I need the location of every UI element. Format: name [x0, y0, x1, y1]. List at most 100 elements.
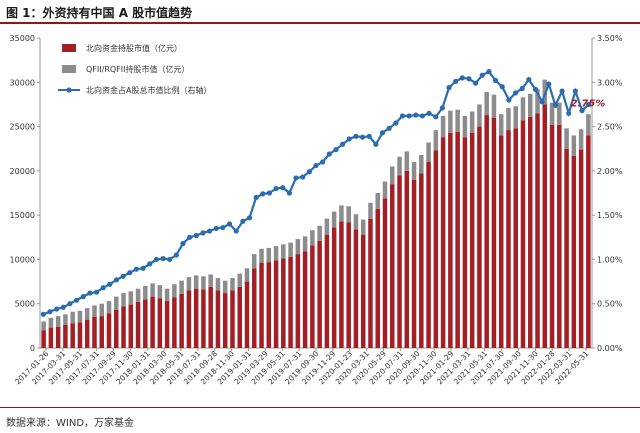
bar-northbound	[244, 281, 250, 348]
bar-qfii	[222, 280, 228, 294]
y-tick-label: 30000	[10, 78, 35, 87]
bar-northbound	[201, 289, 206, 348]
ratio-point	[233, 228, 239, 234]
ratio-point	[333, 147, 339, 153]
legend-label: 北向资金持股市值（亿元）	[86, 43, 182, 53]
bar-northbound	[237, 286, 242, 348]
ratio-point	[473, 80, 479, 86]
bar-northbound	[419, 173, 424, 348]
ratio-point	[340, 141, 346, 147]
bar-northbound	[390, 184, 395, 348]
bar-northbound	[70, 323, 75, 348]
bar-northbound	[310, 245, 315, 348]
bar-northbound	[135, 301, 141, 348]
bar-northbound	[578, 149, 584, 348]
ratio-point	[140, 265, 146, 271]
ratio-point	[113, 277, 120, 283]
bar-qfii	[411, 162, 417, 180]
bar-qfii	[215, 278, 221, 291]
bar-northbound	[215, 290, 221, 348]
bar-northbound	[426, 162, 431, 348]
ratio-point	[60, 304, 66, 310]
bar-northbound	[295, 254, 301, 348]
footer-rule	[0, 407, 640, 408]
legend-swatch-marker	[66, 87, 72, 93]
ratio-point	[419, 113, 426, 119]
bar-northbound	[433, 150, 439, 348]
ratio-point	[486, 69, 492, 75]
ratio-point	[546, 81, 552, 87]
y-tick-label: 20000	[10, 167, 35, 176]
ratio-point	[273, 185, 279, 192]
bar-northbound	[281, 258, 286, 348]
bar-qfii	[455, 109, 460, 132]
ratio-point	[586, 101, 592, 108]
y-tick-label: 10000	[10, 255, 35, 264]
bar-qfii	[448, 110, 453, 133]
bar-northbound	[259, 262, 264, 348]
bar-northbound	[455, 131, 460, 348]
bar-qfii	[114, 296, 119, 310]
bar-qfii	[48, 317, 54, 328]
bar-qfii	[150, 283, 155, 297]
bar-northbound	[346, 222, 351, 348]
bar-qfii	[390, 166, 395, 185]
ratio-point	[346, 136, 352, 142]
bar-qfii	[244, 268, 250, 282]
bar-qfii	[586, 114, 591, 136]
ratio-point	[266, 190, 273, 196]
ratio-point	[100, 285, 106, 291]
bar-qfii	[331, 211, 337, 228]
bar-northbound	[397, 175, 402, 348]
ratio-point	[506, 97, 512, 103]
bar-northbound	[535, 113, 540, 349]
bar-qfii	[360, 219, 366, 235]
bar-qfii	[193, 275, 199, 289]
legend-label: 北向资金占A股总市值比例（右轴）	[86, 85, 211, 95]
bar-qfii	[106, 301, 112, 314]
bar-qfii	[317, 225, 322, 241]
bar-qfii	[273, 246, 279, 261]
ratio-point	[453, 78, 459, 84]
bar-northbound	[84, 319, 90, 348]
y-tick-label: 0	[30, 344, 35, 353]
ratio-point	[406, 113, 412, 119]
bar-qfii	[92, 305, 97, 317]
ratio-point	[127, 270, 133, 276]
ratio-point	[552, 102, 559, 108]
bar-northbound	[506, 130, 511, 348]
bar-qfii	[397, 156, 402, 176]
y2-tick-label: 2.50%	[597, 123, 623, 132]
bar-northbound	[498, 135, 504, 348]
bar-qfii	[498, 114, 504, 136]
bar-qfii	[70, 311, 75, 324]
bar-northbound	[179, 293, 184, 348]
ratio-point	[446, 85, 452, 91]
bar-northbound	[484, 115, 489, 348]
ratio-point	[147, 261, 153, 267]
bar-northbound	[266, 262, 272, 348]
bar-northbound	[41, 330, 46, 348]
ratio-point	[559, 88, 565, 94]
ratio-point	[373, 141, 379, 147]
ratio-point	[499, 84, 505, 90]
bar-qfii	[375, 193, 380, 209]
ratio-point	[433, 114, 439, 120]
bar-qfii	[172, 284, 177, 298]
bar-qfii	[433, 130, 439, 151]
ratio-point	[280, 185, 286, 191]
bar-qfii	[310, 230, 315, 246]
bar-northbound	[48, 327, 54, 348]
ratio-point	[399, 113, 406, 119]
bar-northbound	[549, 124, 555, 348]
bar-qfii	[324, 218, 330, 235]
ratio-point	[173, 252, 179, 258]
bar-northbound	[491, 117, 497, 348]
bar-qfii	[63, 314, 68, 325]
bar-qfii	[179, 280, 184, 294]
y2-tick-label: 2.00%	[597, 167, 623, 176]
bar-qfii	[266, 247, 272, 263]
bar-northbound	[564, 148, 569, 348]
bar-northbound	[273, 260, 279, 348]
ratio-point	[260, 191, 266, 197]
